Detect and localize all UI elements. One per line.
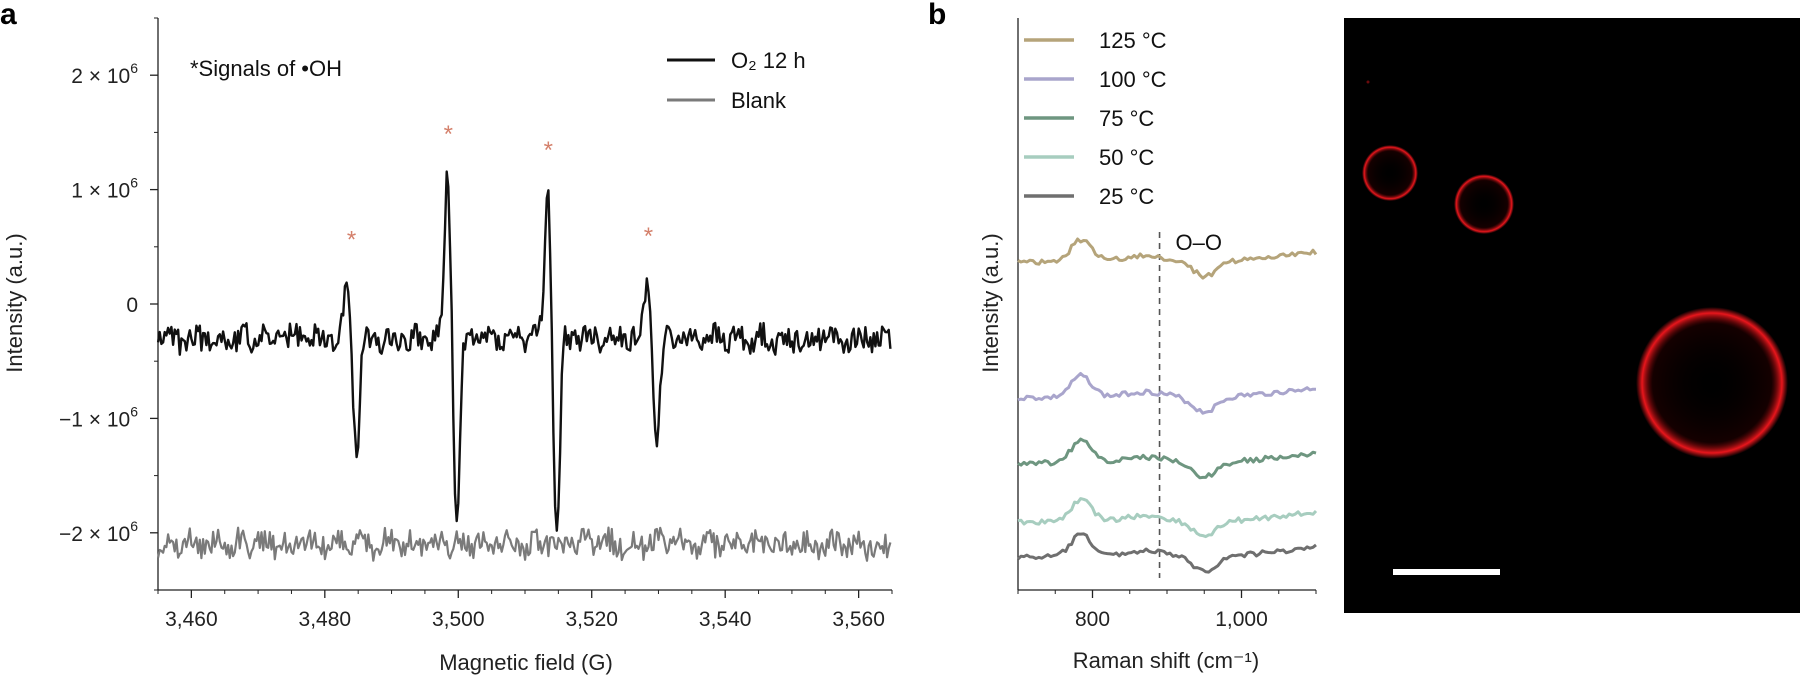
panel-b-series-line: [1017, 497, 1318, 539]
panel-b-series-line: [1017, 237, 1318, 280]
panel-b-x-tick-label: 800: [1075, 608, 1110, 631]
panel-b-ticks: 800 1,000: [1017, 590, 1317, 631]
panel-b-series: [1016, 237, 1318, 574]
panel-a-series: [156, 170, 892, 562]
scale-bar: [1393, 569, 1500, 575]
panel-a-chart: 3,460 3,480 3,500 3,520 3,540 3,560 2 × 106 1 ×…: [2, 17, 893, 675]
panel-b-x-axis-label: Raman shift (cm⁻¹): [1073, 648, 1259, 673]
panel-a-y-tick-label: 0: [126, 294, 138, 317]
panel-a-x-tick-label: 3,500: [432, 608, 485, 631]
panel-a-x-tick-label: 3,520: [565, 608, 618, 631]
panel-b-legend-label: 100 °C: [1099, 67, 1167, 92]
panel-a-x-axis-label: Magnetic field (G): [439, 650, 613, 675]
panel-a-markers: * * * *: [347, 121, 653, 253]
panel-b-letter: b: [928, 0, 946, 31]
panel-b-y-axis-label: Intensity (a.u.): [978, 233, 1003, 372]
o-o-reference-line: O–O: [1158, 230, 1222, 578]
panel-a-y-tick-label: −2 × 106: [59, 518, 138, 546]
panel-a-letter: a: [0, 0, 17, 31]
panel-b-chart: 800 1,000 O–O 125 °C 100 °C 75 °C 50 °C 25 °C…: [978, 18, 1318, 673]
panel-a-y-tick-label: 2 × 106: [71, 60, 138, 88]
panel-a-y-tick-label: −1 × 106: [59, 403, 138, 431]
panel-b-series-line: [1017, 437, 1317, 480]
panel-a-legend-label: Blank: [731, 88, 787, 113]
oh-peak-marker: *: [544, 137, 553, 164]
droplet-large: [1636, 307, 1788, 459]
oh-signal-annotation: *Signals of •OH: [190, 56, 342, 81]
oh-peak-marker: *: [347, 226, 356, 253]
panel-b-x-tick-label: 1,000: [1215, 608, 1268, 631]
droplet-speck: [1366, 80, 1370, 84]
o-o-label: O–O: [1176, 230, 1222, 255]
panel-a-legend-label: O₂ 12 h: [731, 48, 806, 73]
microscopy-image: [1344, 18, 1800, 613]
oh-peak-marker: *: [444, 121, 453, 148]
panel-b-legend-label: 50 °C: [1099, 145, 1154, 170]
panel-a-x-tick-label: 3,460: [165, 608, 218, 631]
panel-a-ticks: 3,460 3,480 3,500 3,520 3,540 3,560 2 × 106 1 ×…: [59, 17, 893, 631]
panel-b-legend-label: 75 °C: [1099, 106, 1154, 131]
panel-a-series-line: [156, 170, 892, 532]
panel-a-series-line: [157, 526, 892, 562]
panel-a-legend: O₂ 12 h Blank: [667, 48, 806, 113]
panel-a-x-tick-label: 3,480: [299, 608, 352, 631]
droplet-small-2: [1454, 174, 1514, 234]
panel-b-legend-label: 25 °C: [1099, 184, 1154, 209]
panel-a-y-tick-label: 1 × 106: [71, 175, 138, 203]
panel-a-x-tick-label: 3,560: [832, 608, 885, 631]
oh-peak-marker: *: [644, 223, 653, 250]
panel-b-axes: [1017, 18, 1316, 591]
droplet-small-1: [1362, 145, 1418, 201]
panel-b-legend: 125 °C 100 °C 75 °C 50 °C 25 °C: [1024, 28, 1167, 209]
panel-a-x-tick-label: 3,540: [699, 608, 752, 631]
panel-b-series-line: [1017, 372, 1317, 415]
panel-b-series-line: [1016, 532, 1317, 574]
panel-b-legend-label: 125 °C: [1099, 28, 1167, 53]
panel-a-y-axis-label: Intensity (a.u.): [2, 233, 27, 372]
